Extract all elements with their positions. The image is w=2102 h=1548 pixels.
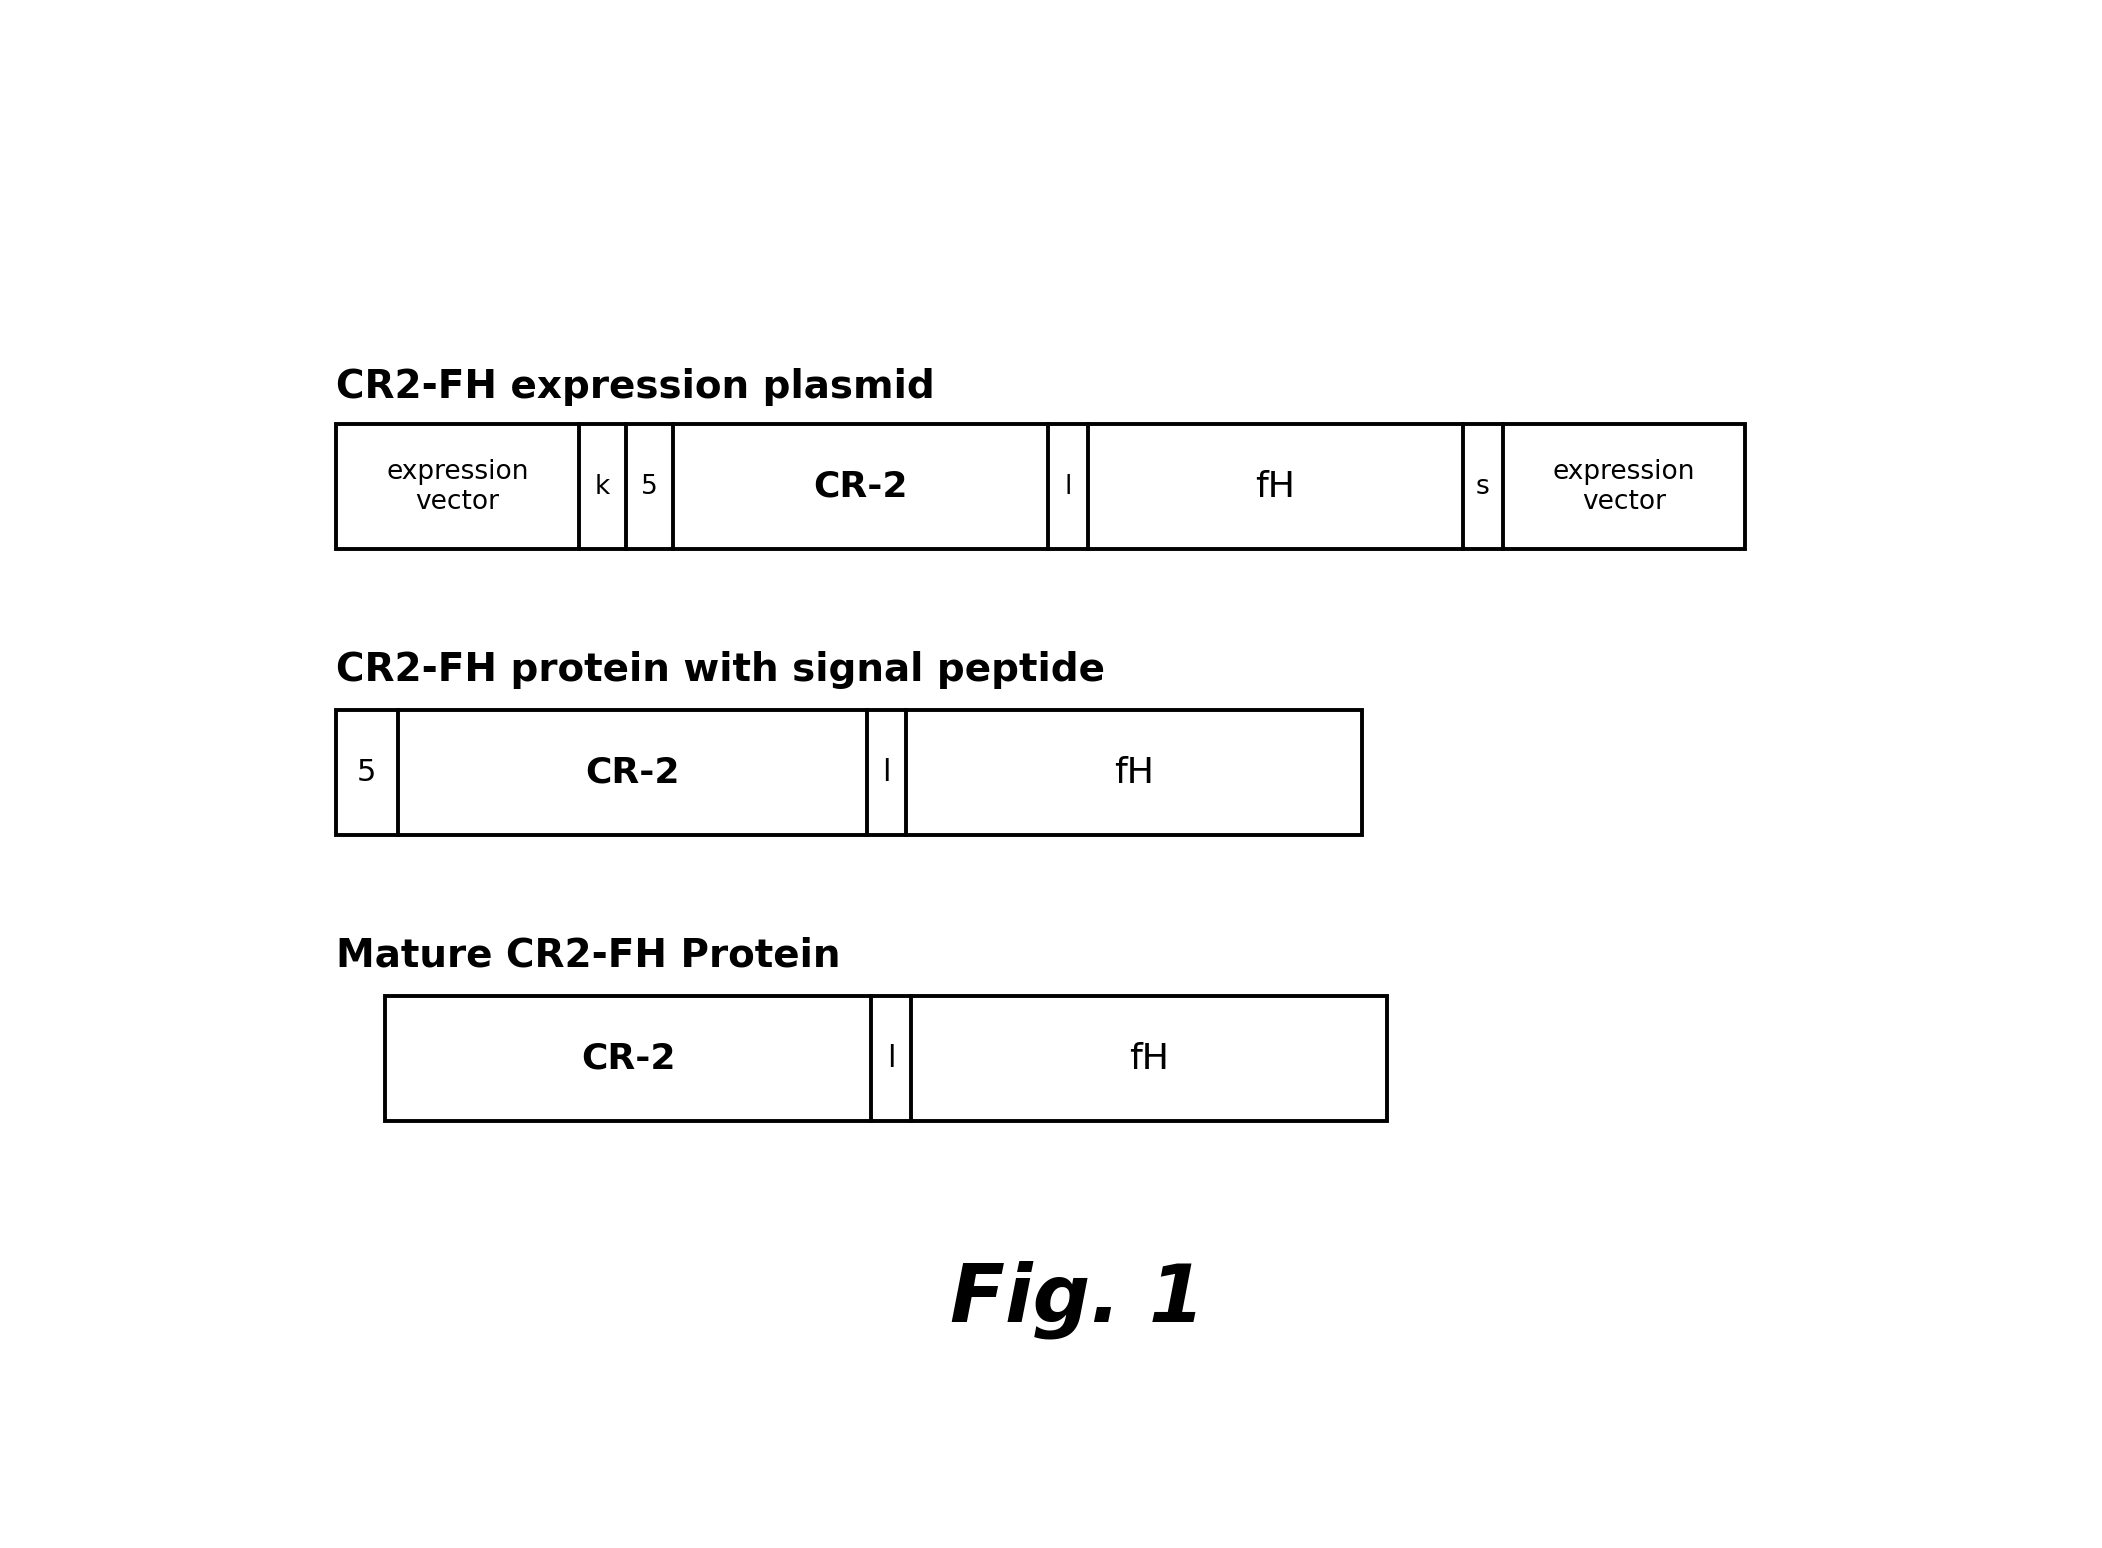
Text: expression
vector: expression vector — [1553, 458, 1694, 515]
Text: 5: 5 — [641, 474, 658, 500]
Text: CR-2: CR-2 — [584, 755, 679, 789]
Text: Mature CR2-FH Protein: Mature CR2-FH Protein — [336, 937, 841, 975]
Text: s: s — [1476, 474, 1490, 500]
Text: l: l — [883, 759, 891, 788]
Text: Fig. 1: Fig. 1 — [950, 1262, 1204, 1339]
Text: CR-2: CR-2 — [580, 1042, 675, 1076]
Bar — [336, 711, 1362, 836]
Text: fH: fH — [1114, 755, 1154, 789]
Bar — [385, 997, 1387, 1121]
Text: CR2-FH protein with signal peptide: CR2-FH protein with signal peptide — [336, 650, 1106, 689]
Text: CR-2: CR-2 — [813, 469, 908, 503]
Text: l: l — [1064, 474, 1072, 500]
Text: l: l — [887, 1045, 895, 1073]
Text: expression
vector: expression vector — [387, 458, 528, 515]
Text: CR2-FH expression plasmid: CR2-FH expression plasmid — [336, 368, 935, 406]
Text: 5: 5 — [357, 759, 376, 788]
Text: fH: fH — [1129, 1042, 1169, 1076]
Text: fH: fH — [1255, 469, 1295, 503]
Bar — [336, 424, 1745, 550]
Text: k: k — [595, 474, 610, 500]
